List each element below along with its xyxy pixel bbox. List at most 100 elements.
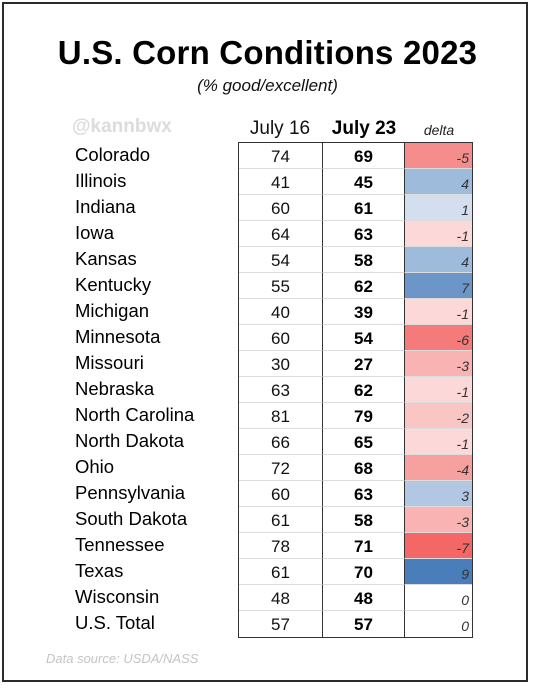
july-23-value: 57 [323, 611, 405, 637]
state-label: Missouri [75, 352, 144, 373]
table-row: 72 68 -4 [239, 455, 472, 481]
state-label: Nebraska [75, 378, 155, 399]
state-label: Iowa [75, 222, 115, 243]
table-row: 57 57 0 [239, 611, 472, 637]
july-23-value: 39 [323, 299, 405, 325]
table-row: 55 62 7 [239, 273, 472, 299]
state-label: Indiana [75, 196, 136, 217]
july-23-value: 68 [323, 455, 405, 481]
july-23-value: 63 [323, 481, 405, 507]
table-row: 60 54 -6 [239, 325, 472, 351]
delta-value: 0 [405, 611, 472, 637]
delta-value: 3 [405, 481, 472, 507]
july-23-value: 65 [323, 429, 405, 455]
delta-value: 4 [405, 247, 472, 273]
july-16-value: 81 [239, 403, 323, 429]
july-16-value: 78 [239, 533, 323, 559]
july-23-value: 48 [323, 585, 405, 611]
delta-value: 4 [405, 169, 472, 195]
table-row: 61 70 9 [239, 559, 472, 585]
july-16-value: 57 [239, 611, 323, 637]
july-23-value: 62 [323, 377, 405, 403]
july-16-value: 55 [239, 273, 323, 299]
july-16-value: 48 [239, 585, 323, 611]
delta-value: -1 [405, 377, 472, 403]
state-label: Michigan [75, 300, 150, 321]
delta-value: -1 [405, 429, 472, 455]
table-row: 61 58 -3 [239, 507, 472, 533]
chart-subtitle: (% good/excellent) [197, 76, 338, 95]
watermark-handle: @kannbwx [72, 116, 172, 137]
state-label: North Carolina [75, 404, 195, 425]
state-label: Colorado [75, 144, 151, 165]
state-label: Illinois [75, 170, 127, 191]
table-row: 78 71 -7 [239, 533, 472, 559]
state-label: Kansas [75, 248, 137, 269]
delta-value: -1 [405, 221, 472, 247]
july-16-value: 41 [239, 169, 323, 195]
state-label: Minnesota [75, 326, 161, 347]
chart-title: U.S. Corn Conditions 2023 [57, 34, 478, 71]
july-16-value: 72 [239, 455, 323, 481]
july-23-value: 70 [323, 559, 405, 585]
state-label: Ohio [75, 456, 115, 477]
table-row: 60 63 3 [239, 481, 472, 507]
column-header-delta: delta [423, 122, 455, 138]
july-23-value: 27 [323, 351, 405, 377]
table-row: 63 62 -1 [239, 377, 472, 403]
delta-value: -6 [405, 325, 472, 351]
delta-value: -4 [405, 455, 472, 481]
july-23-value: 79 [323, 403, 405, 429]
july-16-value: 61 [239, 507, 323, 533]
table-row: 41 45 4 [239, 169, 472, 195]
july-16-value: 40 [239, 299, 323, 325]
july-16-value: 60 [239, 325, 323, 351]
july-16-value: 66 [239, 429, 323, 455]
state-label: South Dakota [75, 508, 188, 529]
delta-value: 7 [405, 273, 472, 299]
state-label: U.S. Total [75, 612, 155, 633]
conditions-table: 74 69 -5 41 45 4 60 61 1 64 63 -1 54 58 4 55 62 7 40 39 -1 60… [238, 142, 473, 638]
delta-value: 9 [405, 559, 472, 585]
july-16-value: 60 [239, 195, 323, 221]
july-16-value: 61 [239, 559, 323, 585]
july-23-value: 54 [323, 325, 405, 351]
july-16-value: 30 [239, 351, 323, 377]
delta-value: 1 [405, 195, 472, 221]
delta-value: -3 [405, 351, 472, 377]
july-23-value: 58 [323, 507, 405, 533]
delta-value: -2 [405, 403, 472, 429]
table-row: 40 39 -1 [239, 299, 472, 325]
july-23-value: 69 [323, 143, 405, 169]
table-row: 54 58 4 [239, 247, 472, 273]
july-23-value: 63 [323, 221, 405, 247]
delta-value: 0 [405, 585, 472, 611]
state-label: North Dakota [75, 430, 184, 451]
july-16-value: 63 [239, 377, 323, 403]
table-row: 48 48 0 [239, 585, 472, 611]
state-label: Tennessee [75, 534, 165, 555]
july-16-value: 60 [239, 481, 323, 507]
state-label: Wisconsin [75, 586, 160, 607]
table-row: 60 61 1 [239, 195, 472, 221]
column-header-july-23: July 23 [331, 118, 397, 139]
delta-value: -5 [405, 143, 472, 169]
delta-value: -3 [405, 507, 472, 533]
data-source-note: Data source: USDA/NASS [46, 651, 199, 666]
july-23-value: 45 [323, 169, 405, 195]
state-labels: Colorado Illinois Indiana Iowa Kansas Kentuck… [75, 142, 194, 636]
table-row: 74 69 -5 [239, 143, 472, 169]
july-23-value: 58 [323, 247, 405, 273]
table-row: 66 65 -1 [239, 429, 472, 455]
july-16-value: 54 [239, 247, 323, 273]
table-row: 64 63 -1 [239, 221, 472, 247]
state-label: Kentucky [75, 274, 152, 295]
table-row: 81 79 -2 [239, 403, 472, 429]
state-label: Pennsylvania [75, 482, 186, 503]
table-row: 30 27 -3 [239, 351, 472, 377]
state-label: Texas [75, 560, 124, 581]
july-23-value: 71 [323, 533, 405, 559]
july-16-value: 74 [239, 143, 323, 169]
july-23-value: 62 [323, 273, 405, 299]
july-23-value: 61 [323, 195, 405, 221]
